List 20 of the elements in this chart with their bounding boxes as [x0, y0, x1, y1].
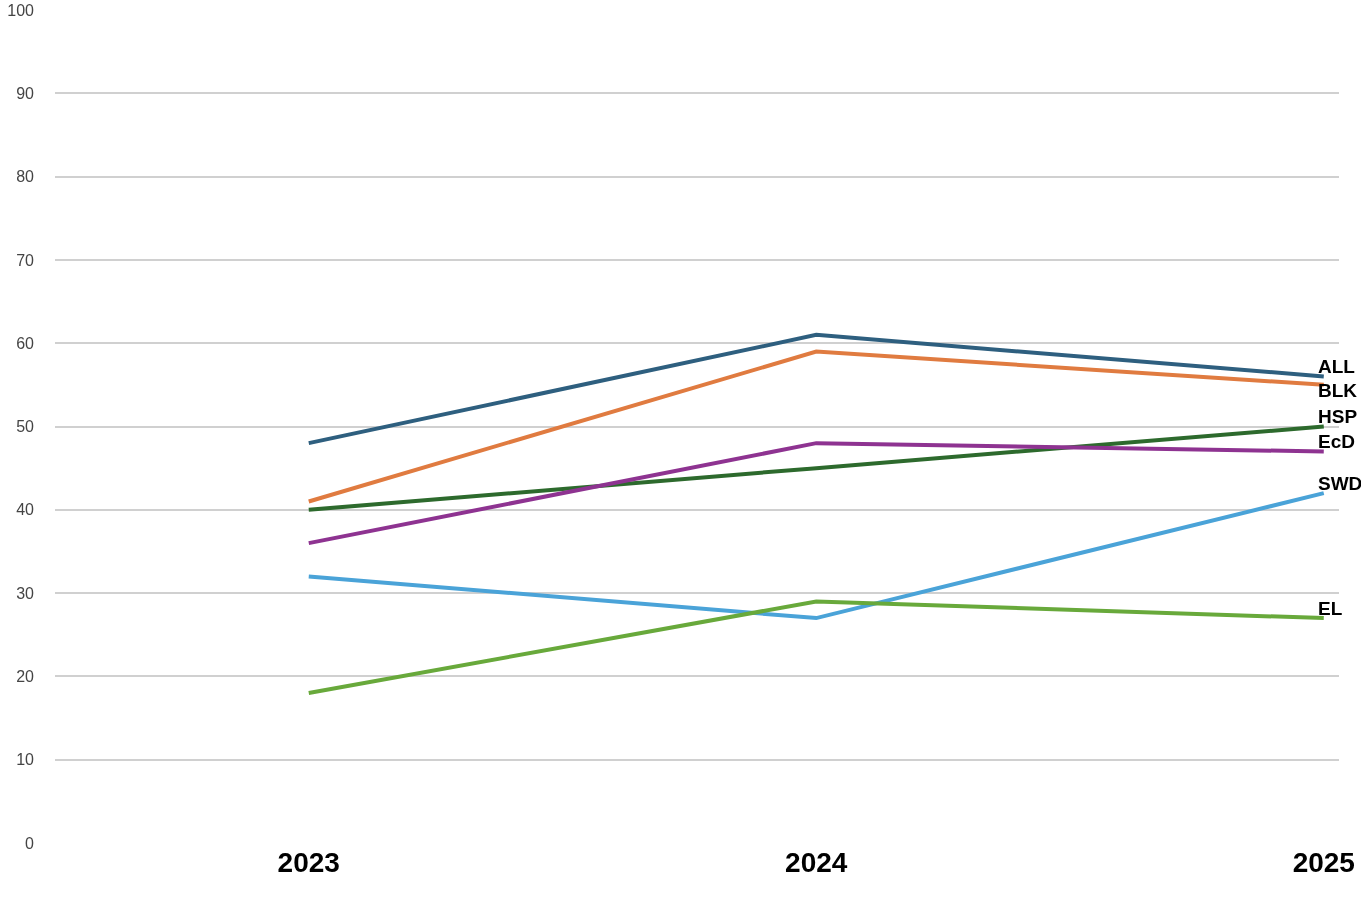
y-tick-label: 0	[25, 834, 35, 852]
y-tick-label: 60	[16, 334, 35, 352]
y-tick-label: 10	[16, 751, 35, 769]
series-label: EL	[1318, 598, 1343, 619]
series-label: ALL	[1318, 356, 1356, 377]
y-tick-label: 100	[7, 1, 35, 19]
y-tick-label: 70	[16, 251, 35, 269]
y-tick-label: 80	[16, 168, 35, 186]
y-tick-label: 20	[16, 668, 35, 685]
y-tick-label: 90	[16, 84, 35, 102]
series-label: HSP	[1318, 406, 1358, 427]
y-tick-label: 50	[16, 418, 35, 436]
series-label: EcD	[1318, 431, 1355, 452]
x-tick-label: 2025	[1292, 847, 1355, 878]
x-tick-label: 2023	[277, 847, 340, 878]
y-tick-label: 40	[16, 501, 35, 519]
series-label: BLK	[1318, 380, 1358, 401]
y-tick-label: 30	[16, 584, 35, 602]
series-label: SWD	[1318, 473, 1361, 494]
x-tick-label: 2024	[785, 847, 848, 878]
